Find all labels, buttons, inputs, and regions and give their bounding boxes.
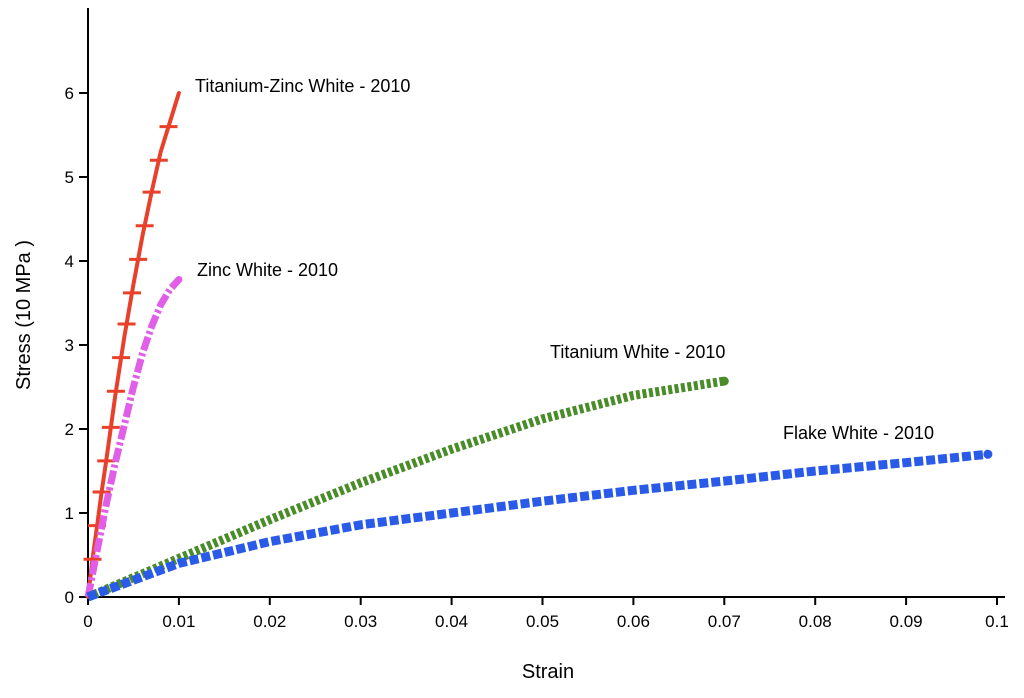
y-tick-label: 5	[65, 168, 74, 187]
y-tick-label: 1	[65, 504, 74, 523]
x-tick-label: 0	[83, 612, 92, 631]
y-tick-label: 0	[65, 588, 74, 607]
series-line-3	[86, 449, 989, 602]
series-label-0: Titanium-Zinc White - 2010	[195, 76, 410, 96]
y-tick-label: 6	[65, 84, 74, 103]
series-label-2: Titanium White - 2010	[550, 342, 725, 362]
y-tick-label: 2	[65, 420, 74, 439]
x-tick-label: 0.09	[890, 612, 923, 631]
y-tick-label: 4	[65, 252, 74, 271]
x-tick-label: 0.06	[617, 612, 650, 631]
axes	[87, 8, 1005, 598]
x-tick-label: 0.05	[526, 612, 559, 631]
series-end-cap-2	[719, 376, 729, 386]
x-tick-label: 0.04	[435, 612, 468, 631]
series-end-cap-3	[983, 449, 993, 459]
x-tick-label: 0.08	[799, 612, 832, 631]
series-labels: Titanium-Zinc White - 2010 Zinc White - 2…	[195, 76, 934, 443]
series-lines	[83, 91, 993, 602]
axis-ticks: 0 0.01 0.02 0.03 0.04 0.05 0.06 0.07 0.08 0.09 0.1…	[65, 84, 1009, 631]
x-tick-label: 0.03	[344, 612, 377, 631]
x-axis-title: Strain	[522, 661, 574, 683]
x-tick-label: 0.07	[708, 612, 741, 631]
series-end-cap-1	[175, 275, 183, 283]
series-label-1: Zinc White - 2010	[197, 260, 338, 280]
y-tick-label: 3	[65, 336, 74, 355]
y-axis-title: Stress (10 MPa )	[13, 240, 35, 390]
series-line-1	[84, 277, 182, 598]
x-tick-label: 0.1	[985, 612, 1009, 631]
x-tick-label: 0.01	[162, 612, 195, 631]
x-tick-label: 0.02	[253, 612, 286, 631]
series-label-3: Flake White - 2010	[783, 423, 934, 443]
